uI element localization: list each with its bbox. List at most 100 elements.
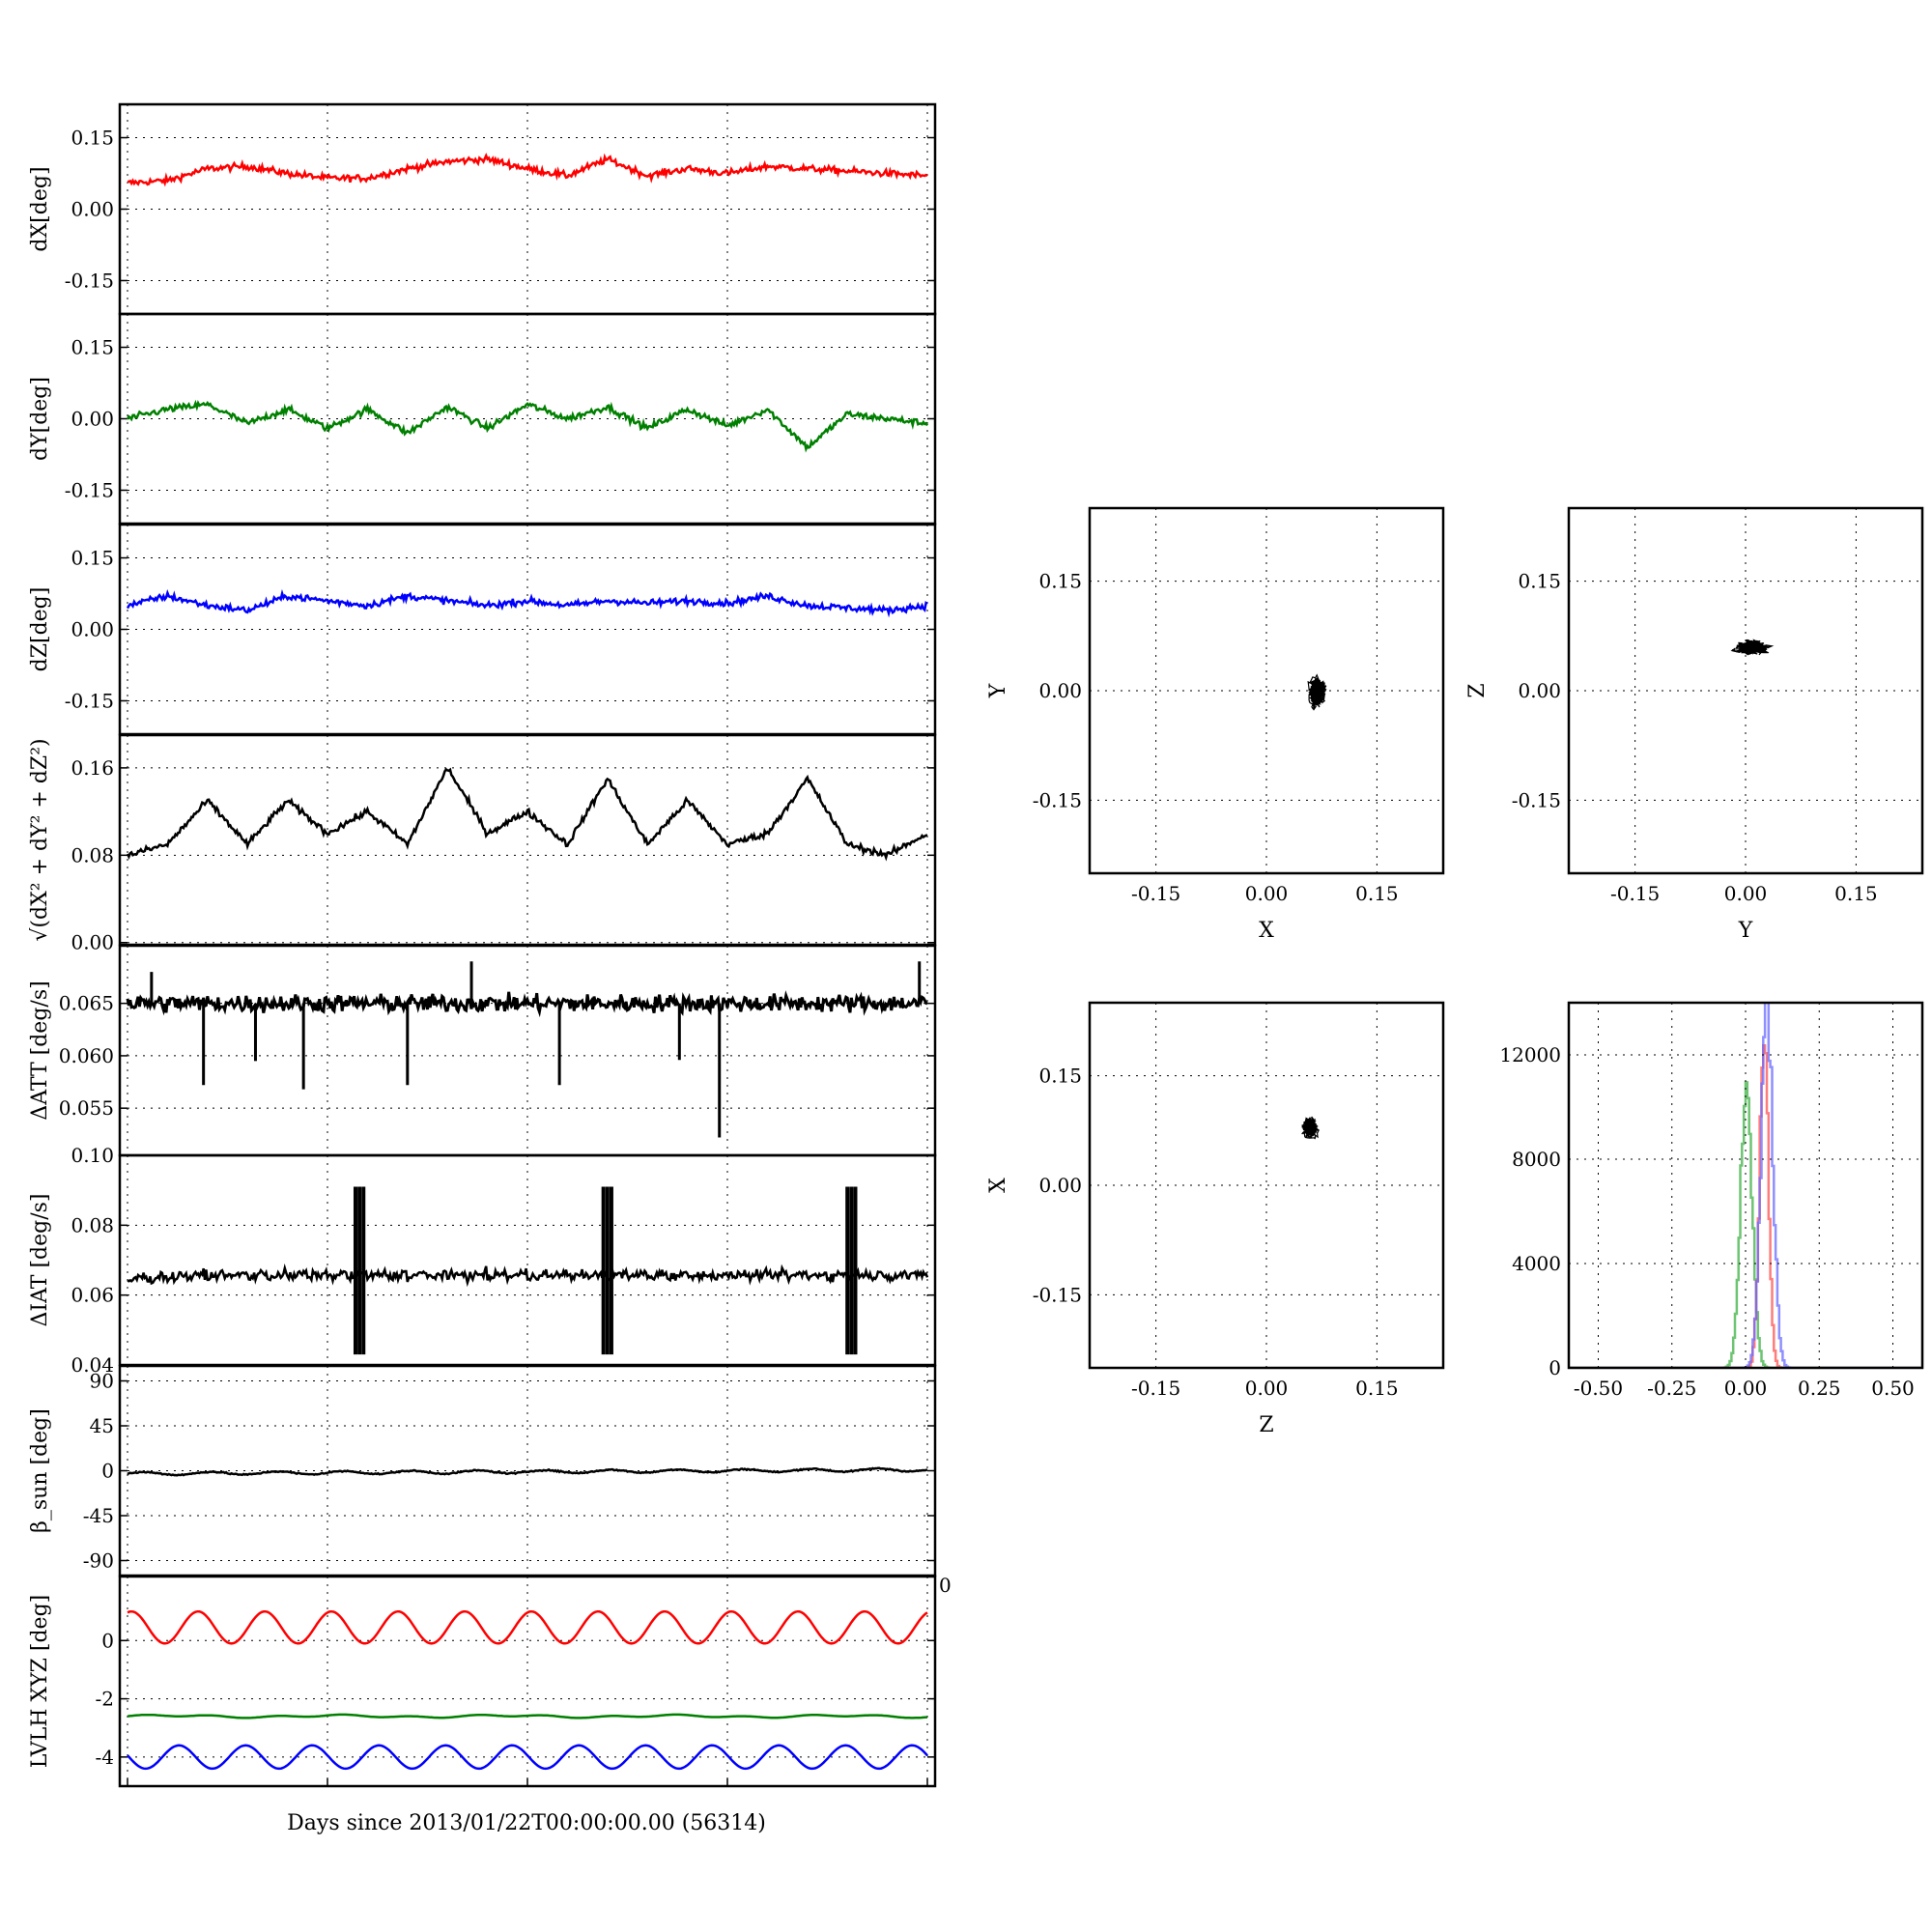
y-tick-label: 8000: [1512, 1148, 1561, 1171]
y-axis-label: β_sun [deg]: [28, 1408, 52, 1533]
y-tick-label: 0.15: [1038, 1065, 1082, 1088]
series-group: [127, 1466, 928, 1477]
panel-beta: 90 45 0 -45 -90 β_sun [deg]: [28, 1364, 937, 1577]
y-tick-label: -2: [96, 1688, 114, 1711]
y-tick-label: -0.15: [65, 689, 114, 712]
y-tick-label: 0.00: [71, 198, 114, 221]
series-group: [126, 961, 928, 1138]
overflow-tick-label: 0: [939, 1574, 952, 1597]
y-tick-label: 0.15: [71, 336, 114, 359]
time-series-column: 0.15 0.00 -0.15 dX[deg] 0.15 0.00 -0.15 dY[deg]…: [28, 102, 952, 1788]
panel-dx: 0.15 0.00 -0.15 dX[deg]: [28, 102, 937, 316]
series-line: [126, 990, 928, 1018]
series-line: [126, 399, 929, 453]
trajectory-line: [1730, 639, 1775, 656]
panel-frame: [1088, 506, 1445, 875]
x-tick-label: -0.15: [1131, 882, 1180, 905]
x-tick-label: -0.50: [1574, 1377, 1623, 1400]
x-tick-label: -0.25: [1647, 1377, 1696, 1400]
series-line: [127, 1744, 928, 1771]
panel-frame: [1088, 1001, 1445, 1370]
y-tick-label: 90: [90, 1370, 114, 1393]
panel-lvlh: 0 -2 -4 0 LVLH XYZ [deg]: [28, 1574, 952, 1788]
series-group: [127, 1609, 928, 1771]
y-tick-label: 4000: [1512, 1252, 1561, 1275]
y-axis-label: X: [986, 1178, 1010, 1193]
panel-zx: -0.15 -0.15 0.00 0.00 0.15 0.15 Z X: [986, 1001, 1445, 1437]
trajectory-line: [1307, 673, 1327, 711]
y-tick-label: 0.15: [71, 547, 114, 570]
y-axis-label: dX[deg]: [28, 166, 52, 251]
time-axis-label: Days since 2013/01/22T00:00:00.00 (56314…: [287, 1811, 766, 1835]
y-tick-label: 0.00: [1038, 679, 1082, 702]
x-tick-label: 0.00: [1724, 882, 1768, 905]
y-axis-label: Z: [1465, 683, 1490, 697]
y-tick-label: 0.16: [71, 756, 114, 780]
x-tick-label: -0.15: [1610, 882, 1660, 905]
x-tick-label: 0.15: [1355, 1377, 1399, 1400]
histogram-line: [1569, 1081, 1921, 1368]
series-group: [126, 588, 928, 618]
panel-datt: 0.065 0.060 0.055 ΔATT [deg/s]: [28, 944, 937, 1157]
histogram-line: [1569, 1003, 1921, 1368]
y-tick-label: -0.15: [1512, 788, 1561, 811]
y-tick-label: 0.15: [71, 127, 114, 150]
x-tick-label: 0.15: [1355, 882, 1399, 905]
y-tick-label: -4: [96, 1746, 114, 1769]
y-tick-label: 0.15: [1518, 570, 1561, 593]
x-tick-label: 0.00: [1245, 1377, 1289, 1400]
y-tick-label: 12000: [1499, 1043, 1561, 1066]
series-group: [1301, 1116, 1320, 1140]
series-line: [127, 1466, 928, 1477]
series-line: [126, 767, 928, 862]
y-tick-label: 0.15: [1038, 570, 1082, 593]
y-axis-label: ΔATT [deg/s]: [28, 980, 52, 1120]
series-line: [127, 1713, 928, 1719]
x-axis-label: Z: [1259, 1413, 1273, 1437]
x-tick-label: 0.50: [1871, 1377, 1915, 1400]
x-tick-label: -0.15: [1131, 1377, 1180, 1400]
y-axis-label: LVLH XYZ [deg]: [28, 1595, 52, 1769]
series-group: [1307, 673, 1327, 711]
series-line: [127, 1609, 928, 1645]
y-tick-label: 0.060: [59, 1044, 114, 1067]
panel-diat: 0.10 0.08 0.06 0.04 ΔIAT [deg/s]: [28, 1144, 937, 1377]
panel-yz: -0.15 -0.15 0.00 0.00 0.15 0.15 Y Z: [1465, 506, 1924, 943]
y-tick-label: 45: [90, 1414, 114, 1437]
x-axis-label: X: [1259, 919, 1274, 943]
panel-dy: 0.15 0.00 -0.15 dY[deg]: [28, 312, 937, 526]
y-tick-label: 0.08: [71, 1213, 114, 1236]
series-group: [126, 767, 928, 862]
series-line: [127, 153, 928, 187]
y-tick-label: 0.04: [71, 1353, 114, 1377]
panel-xy: -0.15 -0.15 0.00 0.00 0.15 0.15 X Y: [986, 506, 1445, 943]
y-tick-label: 0: [1548, 1356, 1561, 1379]
series-group: [127, 1186, 929, 1355]
y-tick-label: 0.00: [1518, 679, 1561, 702]
y-tick-label: 0: [101, 1460, 114, 1483]
series-group: [1730, 639, 1775, 656]
series-line: [126, 588, 928, 618]
y-tick-label: 0.00: [1038, 1174, 1082, 1197]
series-line: [127, 1263, 929, 1288]
x-tick-label: 0.15: [1834, 882, 1878, 905]
y-axis-label: Y: [986, 683, 1010, 698]
y-tick-label: -45: [83, 1504, 114, 1527]
x-tick-label: 0.00: [1245, 882, 1289, 905]
y-axis-label: ΔIAT [deg/s]: [28, 1194, 52, 1327]
y-axis-label: dZ[deg]: [28, 587, 52, 672]
x-tick-label: 0.25: [1798, 1377, 1841, 1400]
y-tick-label: -0.15: [65, 478, 114, 501]
y-tick-label: 0.08: [71, 843, 114, 867]
trajectory-line: [1301, 1116, 1320, 1140]
ylabel-sqrt: √(dX² + dY² + dZ²): [28, 738, 52, 941]
y-tick-label: 0.00: [71, 618, 114, 641]
y-tick-label: 0.06: [71, 1284, 114, 1307]
y-axis-label: dY[deg]: [28, 377, 52, 461]
series-group: [1569, 1003, 1921, 1368]
y-tick-label: 0.00: [71, 931, 114, 954]
panel-dz: 0.15 0.00 -0.15 dZ[deg]: [28, 523, 937, 736]
y-tick-label: 0.065: [59, 992, 114, 1015]
y-tick-label: 0: [101, 1629, 114, 1652]
y-tick-label: -0.15: [65, 269, 114, 292]
